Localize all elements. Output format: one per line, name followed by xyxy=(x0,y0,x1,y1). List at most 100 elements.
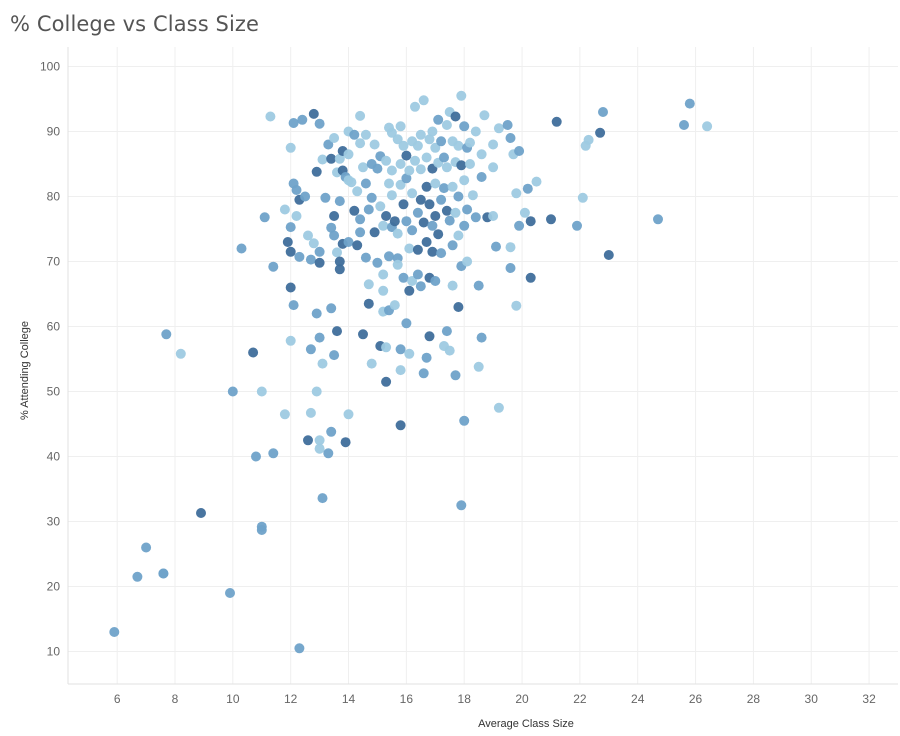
scatter-point[interactable] xyxy=(598,107,608,117)
scatter-point[interactable] xyxy=(334,264,345,275)
scatter-point[interactable] xyxy=(311,166,322,177)
scatter-point[interactable] xyxy=(439,152,449,163)
scatter-point[interactable] xyxy=(476,172,487,182)
scatter-point[interactable] xyxy=(360,129,371,140)
scatter-point[interactable] xyxy=(465,137,475,148)
scatter-point[interactable] xyxy=(381,155,392,166)
scatter-point[interactable] xyxy=(473,361,484,372)
scatter-point[interactable] xyxy=(444,215,455,226)
scatter-point[interactable] xyxy=(291,185,302,195)
scatter-point[interactable] xyxy=(415,164,426,175)
scatter-point[interactable] xyxy=(294,643,305,654)
scatter-point[interactable] xyxy=(502,120,513,130)
scatter-point[interactable] xyxy=(141,542,152,553)
scatter-point[interactable] xyxy=(525,216,536,227)
scatter-point[interactable] xyxy=(473,280,484,291)
scatter-point[interactable] xyxy=(427,126,438,137)
scatter-point[interactable] xyxy=(395,420,406,431)
scatter-point[interactable] xyxy=(430,178,441,189)
scatter-point[interactable] xyxy=(603,250,614,260)
scatter-point[interactable] xyxy=(392,134,403,145)
scatter-point[interactable] xyxy=(546,214,556,225)
scatter-point[interactable] xyxy=(459,175,470,186)
scatter-point[interactable] xyxy=(447,280,458,291)
scatter-point[interactable] xyxy=(305,407,316,418)
scatter-point[interactable] xyxy=(349,129,360,140)
scatter-point[interactable] xyxy=(488,139,499,150)
scatter-point[interactable] xyxy=(430,276,441,286)
scatter-point[interactable] xyxy=(424,331,435,342)
scatter-point[interactable] xyxy=(433,114,444,125)
scatter-point[interactable] xyxy=(653,214,663,225)
scatter-point[interactable] xyxy=(430,142,441,153)
scatter-point[interactable] xyxy=(369,227,380,238)
scatter-point[interactable] xyxy=(421,237,432,247)
scatter-point[interactable] xyxy=(462,256,473,267)
scatter-point[interactable] xyxy=(375,201,386,212)
scatter-point[interactable] xyxy=(305,344,316,355)
scatter-point[interactable] xyxy=(514,220,525,231)
scatter-point[interactable] xyxy=(702,121,713,132)
scatter-point[interactable] xyxy=(311,308,322,319)
scatter-point[interactable] xyxy=(329,211,340,221)
scatter-point[interactable] xyxy=(355,214,366,225)
scatter-point[interactable] xyxy=(369,139,380,150)
scatter-point[interactable] xyxy=(366,358,377,369)
scatter-point[interactable] xyxy=(389,216,400,227)
scatter-point[interactable] xyxy=(378,285,389,296)
scatter-point[interactable] xyxy=(450,370,461,381)
scatter-point[interactable] xyxy=(314,332,325,343)
scatter-point[interactable] xyxy=(291,211,302,221)
scatter-point[interactable] xyxy=(679,120,689,130)
scatter-point[interactable] xyxy=(398,140,409,151)
scatter-point[interactable] xyxy=(384,178,394,189)
scatter-point[interactable] xyxy=(314,118,325,129)
scatter-point[interactable] xyxy=(372,163,383,174)
scatter-point[interactable] xyxy=(381,211,392,221)
scatter-point[interactable] xyxy=(441,162,452,173)
scatter-point[interactable] xyxy=(395,365,406,376)
scatter-point[interactable] xyxy=(453,302,464,312)
scatter-point[interactable] xyxy=(389,300,400,311)
scatter-point[interactable] xyxy=(418,95,429,106)
scatter-point[interactable] xyxy=(317,493,328,504)
scatter-point[interactable] xyxy=(583,134,594,145)
scatter-point[interactable] xyxy=(421,181,432,192)
scatter-point[interactable] xyxy=(363,298,374,309)
scatter-point[interactable] xyxy=(412,269,423,280)
scatter-point[interactable] xyxy=(470,212,481,223)
scatter-point[interactable] xyxy=(412,207,423,218)
scatter-point[interactable] xyxy=(453,230,464,241)
scatter-point[interactable] xyxy=(268,448,279,459)
scatter-point[interactable] xyxy=(175,348,186,359)
scatter-point[interactable] xyxy=(479,110,490,121)
scatter-point[interactable] xyxy=(453,140,464,151)
scatter-point[interactable] xyxy=(343,409,354,420)
scatter-point[interactable] xyxy=(314,443,325,454)
scatter-point[interactable] xyxy=(320,192,331,203)
scatter-point[interactable] xyxy=(488,162,499,173)
scatter-point[interactable] xyxy=(470,126,481,137)
scatter-point[interactable] xyxy=(323,448,334,459)
scatter-point[interactable] xyxy=(421,152,432,163)
scatter-point[interactable] xyxy=(447,181,458,192)
scatter-point[interactable] xyxy=(265,111,276,122)
scatter-point[interactable] xyxy=(415,129,426,140)
scatter-point[interactable] xyxy=(595,127,606,138)
scatter-point[interactable] xyxy=(522,183,533,194)
scatter-point[interactable] xyxy=(378,269,389,280)
scatter-point[interactable] xyxy=(248,347,259,358)
scatter-point[interactable] xyxy=(412,140,423,151)
scatter-point[interactable] xyxy=(323,139,334,150)
scatter-point[interactable] xyxy=(436,136,447,147)
scatter-point[interactable] xyxy=(441,205,452,216)
scatter-point[interactable] xyxy=(577,192,588,203)
scatter-point[interactable] xyxy=(441,326,452,337)
scatter-point[interactable] xyxy=(424,199,435,210)
scatter-point[interactable] xyxy=(381,376,392,387)
scatter-point[interactable] xyxy=(303,230,313,241)
scatter-point[interactable] xyxy=(511,188,522,199)
scatter-point[interactable] xyxy=(398,272,409,283)
scatter-point[interactable] xyxy=(285,282,296,293)
scatter-point[interactable] xyxy=(311,386,322,397)
